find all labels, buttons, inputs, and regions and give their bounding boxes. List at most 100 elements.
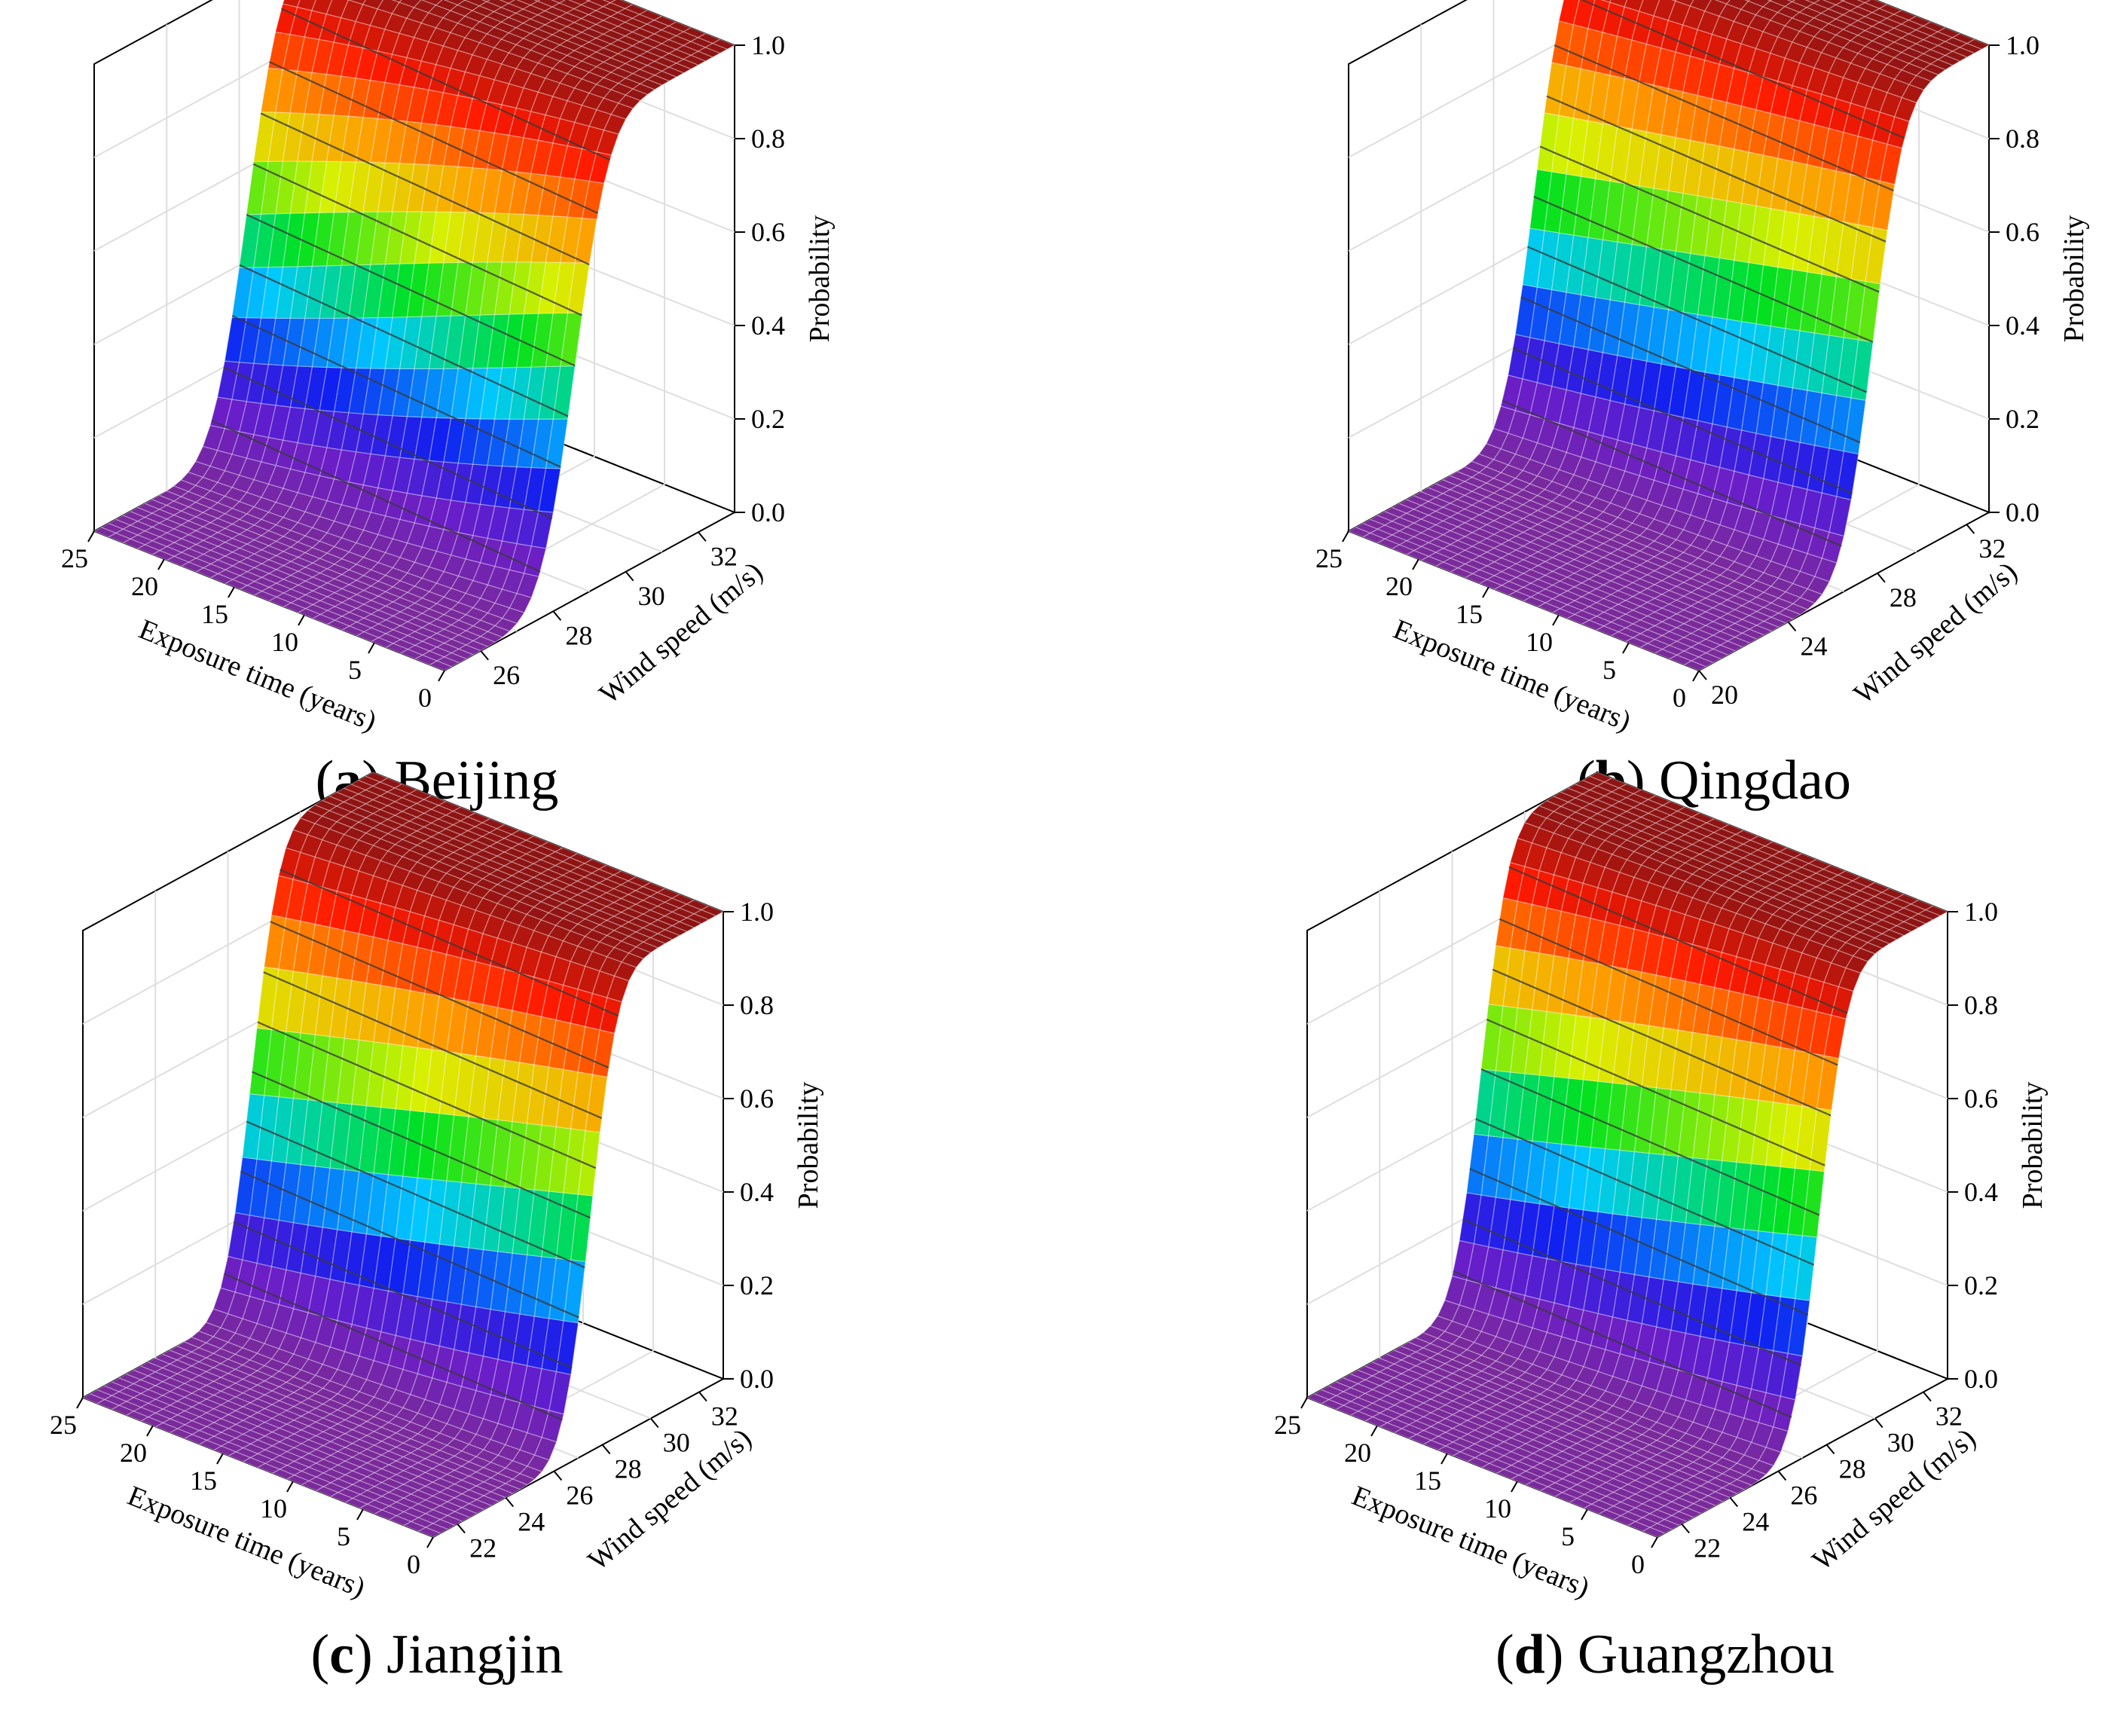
chart-panel-d: 0.0 0.2 0.4 0.6 0.8 1.0 Probability 0 5 10 15 20 25 E… bbox=[1274, 771, 2049, 1686]
x-tick-label: 10 bbox=[1484, 1493, 1511, 1524]
x-tick-mark bbox=[87, 530, 95, 542]
y-tick-label: 24 bbox=[518, 1507, 545, 1537]
x-tick-label: 5 bbox=[337, 1521, 350, 1551]
caption-city: Jiangjin bbox=[386, 1624, 563, 1686]
z-tick-label: 0.6 bbox=[1964, 1083, 1998, 1114]
y-tick-label: 30 bbox=[1887, 1428, 1914, 1458]
z-tick-label: 0.0 bbox=[751, 497, 785, 527]
z-tick-label: 0.0 bbox=[2006, 497, 2039, 527]
z-tick-label: 0.4 bbox=[740, 1177, 774, 1207]
contour-line bbox=[280, 8, 610, 161]
z-axis-label: Probability bbox=[2017, 1082, 2049, 1209]
x-tick-mark bbox=[1370, 1425, 1378, 1437]
z-tick-label: 0.2 bbox=[1964, 1270, 1998, 1300]
x-axis-label: Exposure time (years) bbox=[124, 1480, 370, 1604]
y-axis-label: Wind speed (m/s) bbox=[1848, 556, 2024, 711]
z-tick-label: 0.4 bbox=[2006, 310, 2039, 341]
surface-cell bbox=[282, 0, 301, 8]
x-tick-label: 25 bbox=[1315, 543, 1343, 573]
z-tick-label: 0.6 bbox=[2006, 217, 2039, 247]
x-tick-mark bbox=[1692, 670, 1700, 682]
x-tick-mark bbox=[368, 642, 375, 654]
surface-cell bbox=[585, 0, 591, 2]
z-axis-label: Probability bbox=[2058, 215, 2090, 343]
y-tick-mark bbox=[505, 1496, 515, 1508]
contour-line bbox=[231, 315, 561, 468]
y-tick-mark bbox=[1877, 573, 1886, 583]
y-tick-mark bbox=[1874, 1417, 1884, 1429]
y-tick-mark bbox=[552, 610, 562, 621]
surface-cell bbox=[711, 38, 736, 50]
y-tick-label: 28 bbox=[1890, 582, 1917, 613]
x-tick-mark bbox=[426, 1536, 434, 1548]
x-tick-label: 25 bbox=[50, 1410, 77, 1440]
caption-city: Guangzhou bbox=[1578, 1624, 1835, 1686]
y-tick-label: 22 bbox=[1694, 1533, 1721, 1563]
x-tick-mark bbox=[1412, 558, 1419, 570]
x-tick-label: 20 bbox=[1386, 571, 1413, 601]
y-tick-mark bbox=[457, 1523, 466, 1534]
x-tick-mark bbox=[1651, 1536, 1658, 1548]
z-axis-label: Probability bbox=[793, 1082, 824, 1209]
x-tick-mark bbox=[1342, 530, 1349, 542]
x-axis-label: Exposure time (years) bbox=[135, 613, 381, 738]
x-tick-mark bbox=[228, 586, 235, 598]
contour-line bbox=[269, 61, 599, 214]
x-tick-label: 5 bbox=[348, 655, 362, 685]
caption-open-paren: ( bbox=[311, 1624, 330, 1686]
y-tick-mark bbox=[1777, 1470, 1787, 1481]
contour-line bbox=[223, 366, 553, 520]
chart-panel-c: 0.0 0.2 0.4 0.6 0.8 1.0 Probability 0 5 10 15 20 25 E… bbox=[50, 771, 824, 1686]
z-tick-label: 0.8 bbox=[740, 990, 774, 1020]
surface-cell bbox=[325, 0, 349, 19]
x-tick-label: 10 bbox=[260, 1493, 287, 1524]
y-tick-mark bbox=[698, 531, 707, 542]
contour-line bbox=[239, 264, 569, 417]
z-tick-label: 0.8 bbox=[751, 124, 785, 154]
contour-line bbox=[252, 163, 582, 316]
z-tick-label: 1.0 bbox=[751, 30, 785, 60]
x-tick-label: 5 bbox=[1561, 1521, 1575, 1551]
x-tick-label: 20 bbox=[131, 571, 158, 601]
surface-cell bbox=[340, 0, 364, 23]
caption-close-paren: ) bbox=[1545, 1624, 1578, 1686]
y-tick-mark bbox=[625, 571, 634, 582]
y-tick-label: 26 bbox=[493, 660, 520, 690]
surface-cell bbox=[296, 0, 316, 11]
x-tick-mark bbox=[286, 1481, 294, 1493]
x-tick-label: 25 bbox=[1274, 1410, 1301, 1440]
y-tick-mark bbox=[1826, 1444, 1835, 1455]
x-tick-label: 20 bbox=[120, 1438, 147, 1468]
y-tick-mark bbox=[1729, 1496, 1739, 1508]
x-tick-label: 10 bbox=[1526, 627, 1553, 657]
caption-panel-label: d bbox=[1514, 1624, 1545, 1686]
x-tick-label: 0 bbox=[1673, 683, 1686, 713]
x-tick-label: 0 bbox=[418, 683, 432, 713]
y-tick-label: 26 bbox=[1790, 1481, 1817, 1511]
x-tick-label: 15 bbox=[201, 599, 228, 629]
x-tick-mark bbox=[1482, 586, 1489, 598]
z-tick-label: 0.2 bbox=[740, 1270, 774, 1300]
caption-city: Qingdao bbox=[1659, 750, 1851, 811]
z-tick-label: 0.2 bbox=[2006, 404, 2039, 434]
panel-caption: (d) Guangzhou bbox=[1496, 1624, 1835, 1686]
x-tick-label: 0 bbox=[407, 1549, 420, 1579]
z-axis-label: Probability bbox=[804, 215, 836, 343]
y-tick-label: 20 bbox=[1711, 680, 1738, 710]
y-tick-mark bbox=[601, 1444, 611, 1455]
x-tick-label: 25 bbox=[61, 543, 88, 573]
chart-panel-b: 0.0 0.2 0.4 0.6 0.8 1.0 Probability 0 5 10 15 20 25 E… bbox=[1315, 0, 2090, 811]
y-tick-mark bbox=[480, 650, 489, 661]
x-tick-mark bbox=[1300, 1397, 1308, 1409]
z-tick-label: 0.4 bbox=[751, 310, 785, 341]
y-tick-label: 26 bbox=[566, 1481, 593, 1511]
x-axis-label: Exposure time (years) bbox=[1389, 613, 1636, 738]
y-tick-label: 28 bbox=[1839, 1454, 1866, 1484]
surface bbox=[93, 0, 736, 671]
x-tick-label: 5 bbox=[1602, 655, 1616, 685]
y-tick-label: 24 bbox=[1742, 1507, 1769, 1537]
y-tick-label: 30 bbox=[663, 1428, 690, 1458]
caption-panel-label: c bbox=[329, 1624, 354, 1686]
panel-caption: (c) Jiangjin bbox=[311, 1624, 564, 1686]
